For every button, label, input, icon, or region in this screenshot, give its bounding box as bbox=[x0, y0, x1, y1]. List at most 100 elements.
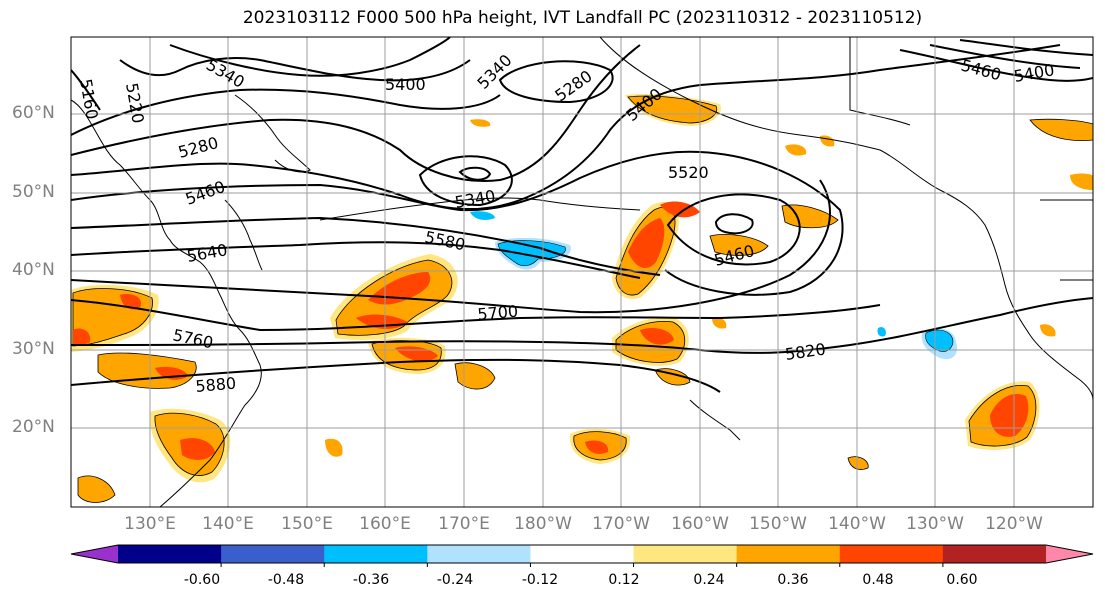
ivt-blob bbox=[77, 475, 116, 503]
lon-label: 130°E bbox=[124, 514, 176, 534]
colorbar-extend-high bbox=[1046, 545, 1093, 563]
lon-label: 140°E bbox=[202, 514, 254, 534]
contour-label: 5760 bbox=[171, 325, 215, 352]
ivt-blob bbox=[1070, 173, 1093, 190]
ivt-blob bbox=[877, 327, 886, 337]
coastline-na-west bbox=[939, 189, 1093, 401]
colorbar bbox=[70, 544, 1094, 567]
ivt-blob bbox=[781, 204, 839, 229]
colorbar-tick-label: 0.60 bbox=[946, 572, 978, 588]
colorbar-swatch bbox=[942, 545, 1047, 563]
graticule bbox=[71, 37, 1093, 507]
colorbar-tick-label: -0.60 bbox=[183, 572, 221, 588]
coastlines bbox=[71, 37, 1093, 507]
ivt-blob bbox=[1040, 324, 1056, 337]
contour-ne-2 bbox=[929, 44, 1081, 69]
contour-label: 5700 bbox=[477, 302, 519, 324]
contour-5340-upper bbox=[169, 37, 451, 77]
contour-5160 bbox=[71, 69, 101, 111]
ivt-blob bbox=[325, 438, 343, 457]
contour-label: 5520 bbox=[668, 163, 709, 182]
lon-label: 160°W bbox=[671, 514, 729, 534]
lon-label: 170°W bbox=[592, 514, 650, 534]
ivt-blob bbox=[180, 438, 215, 460]
ivt-blob bbox=[847, 456, 869, 470]
contour-label: 5220 bbox=[122, 81, 148, 124]
ivt-blob bbox=[990, 394, 1029, 437]
contour-5280 bbox=[71, 88, 501, 136]
colorbar-tick-label: -0.36 bbox=[352, 572, 390, 588]
lon-label: 160°E bbox=[359, 514, 411, 534]
lat-label: 60°N bbox=[12, 103, 55, 123]
colorbar-swatch bbox=[427, 545, 531, 563]
colorbar-tick-label: 0.36 bbox=[777, 572, 809, 588]
contour-5760 bbox=[71, 299, 881, 332]
ivt-blob bbox=[585, 440, 609, 454]
colorbar-extend-low bbox=[71, 545, 118, 563]
colorbar-tick-label: -0.48 bbox=[267, 572, 305, 588]
ivt-blob bbox=[820, 135, 835, 147]
contour-label: 5340 bbox=[203, 55, 248, 92]
contour-ne-1 bbox=[899, 49, 1093, 82]
coastline-alaska bbox=[599, 37, 941, 191]
lon-label: 180°W bbox=[514, 514, 572, 534]
contour-label: 5880 bbox=[195, 374, 237, 396]
colorbar-swatch bbox=[633, 545, 738, 563]
lon-label: 170°E bbox=[438, 514, 490, 534]
colorbar-tick-label: 0.24 bbox=[693, 572, 725, 588]
contour-label: 5460 bbox=[183, 177, 228, 209]
colorbar-swatch bbox=[530, 545, 635, 563]
colorbar-outline bbox=[70, 544, 1094, 564]
ivt-blob bbox=[785, 144, 807, 156]
ivt-blob bbox=[470, 119, 491, 127]
contour-label: 5400 bbox=[385, 75, 426, 94]
contour-label-group: 5160 5220 5340 5400 5340 5280 5400 5400 … bbox=[76, 51, 1056, 396]
ivt-blob bbox=[497, 240, 566, 267]
ivt-blob bbox=[73, 328, 91, 346]
coastline-japan bbox=[224, 199, 263, 271]
colorbar-swatch bbox=[736, 545, 841, 563]
contour-label: 5340 bbox=[473, 51, 515, 93]
contour-5460 bbox=[71, 44, 1061, 211]
coastline-hawaii bbox=[689, 399, 741, 441]
lon-label: 140°W bbox=[828, 514, 886, 534]
coastline-kamchatka bbox=[234, 94, 311, 173]
contour-5640 bbox=[71, 241, 641, 279]
ivt-blob bbox=[640, 328, 674, 345]
lon-label: 120°W bbox=[985, 514, 1043, 534]
colorbar-tick-label: 0.48 bbox=[862, 572, 894, 588]
contour-label: 5580 bbox=[423, 227, 467, 254]
ivt-blob bbox=[628, 218, 665, 268]
ivt-blob bbox=[454, 362, 496, 390]
contour-label: 5640 bbox=[185, 240, 228, 266]
lon-label: 150°W bbox=[749, 514, 807, 534]
lon-label: 150°E bbox=[281, 514, 333, 534]
border-line bbox=[849, 37, 911, 126]
colorbar-swatch bbox=[221, 545, 325, 563]
contour-label: 5460 bbox=[959, 56, 1003, 85]
map-title: 2023103112 F000 500 hPa height, IVT Land… bbox=[242, 8, 923, 28]
colorbar-tick-label: -0.12 bbox=[521, 572, 559, 588]
ivt-blob bbox=[120, 294, 141, 310]
lat-label: 20°N bbox=[12, 417, 55, 437]
ivt-blob bbox=[709, 234, 769, 256]
contour-5460-inner bbox=[714, 213, 754, 235]
contour-5460-cyclone bbox=[666, 193, 801, 266]
contour-label: 5820 bbox=[784, 339, 827, 363]
ivt-blob bbox=[712, 317, 727, 329]
lat-label: 50°N bbox=[12, 182, 55, 202]
contour-5220 bbox=[119, 57, 471, 82]
contour-5340-inner bbox=[458, 166, 492, 181]
contour-5520 bbox=[71, 150, 844, 296]
ivt-blob bbox=[1029, 118, 1093, 141]
lat-label: 40°N bbox=[12, 260, 55, 280]
ivt-blob bbox=[470, 211, 495, 220]
map-frame bbox=[70, 36, 1094, 508]
contour-5400 bbox=[71, 44, 641, 182]
contour-label: 5400 bbox=[1012, 60, 1055, 86]
colorbar-tick-label: 0.12 bbox=[608, 572, 640, 588]
colorbar-swatch bbox=[839, 545, 944, 563]
colorbar-swatch bbox=[118, 545, 222, 563]
contour-5580 bbox=[71, 216, 661, 276]
